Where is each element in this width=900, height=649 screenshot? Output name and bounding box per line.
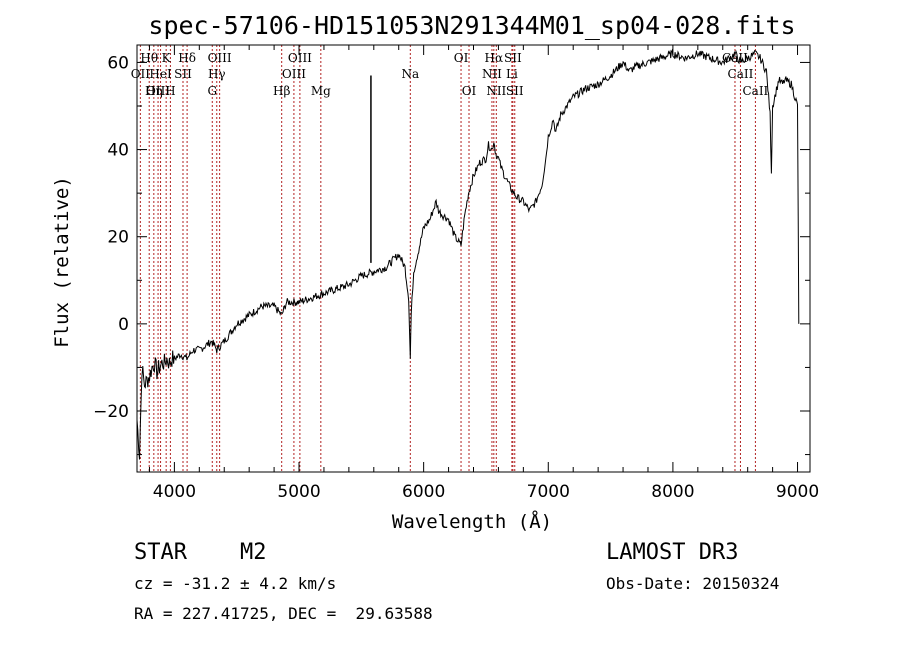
emission-line-label: OIII bbox=[208, 51, 232, 65]
observation-date: Obs-Date: 20150324 bbox=[606, 574, 780, 593]
emission-line-label: Hθ bbox=[140, 51, 158, 65]
chart-title: spec-57106-HD151053N291344M01_sp04-028.f… bbox=[148, 11, 795, 40]
emission-line-label: CaII bbox=[728, 67, 754, 81]
plot-frame bbox=[136, 44, 811, 473]
emission-line-label: OIII bbox=[282, 67, 306, 81]
emission-line-label: SII bbox=[504, 51, 522, 65]
object-class: STAR bbox=[134, 540, 187, 565]
emission-line-markers bbox=[139, 45, 756, 472]
emission-line-label: H bbox=[165, 84, 175, 98]
x-tick-label: 7000 bbox=[527, 482, 570, 502]
emission-line-label: K bbox=[162, 51, 172, 65]
emission-line-label: Na bbox=[401, 67, 419, 81]
emission-line-label: Hγ bbox=[208, 67, 226, 81]
emission-line-label: Mg bbox=[311, 84, 331, 98]
y-tick-label: 0 bbox=[118, 315, 129, 335]
x-tick-label: 8000 bbox=[651, 482, 694, 502]
survey-name: LAMOST DR3 bbox=[606, 540, 739, 565]
x-axis-ticks: 4000 5000 6000 7000 8000 9000 bbox=[148, 45, 819, 502]
emission-line-label: G bbox=[207, 84, 217, 98]
y-axis-label: Flux (relative) bbox=[51, 176, 73, 348]
spectrum-series-line bbox=[136, 48, 800, 460]
emission-line-label: SII bbox=[506, 84, 524, 98]
emission-line-label: OIII bbox=[146, 84, 170, 98]
emission-line-label: NII bbox=[482, 67, 502, 81]
x-tick-label: 5000 bbox=[277, 482, 320, 502]
object-subclass: M2 bbox=[240, 540, 267, 565]
redshift-velocity: cz = -31.2 ± 4.2 km/s bbox=[134, 574, 337, 593]
x-tick-label: 9000 bbox=[776, 482, 819, 502]
y-tick-label: −20 bbox=[93, 402, 129, 422]
y-tick-label: 60 bbox=[107, 53, 129, 73]
emission-line-label: Hβ bbox=[273, 84, 290, 98]
emission-line-label: NII bbox=[486, 84, 506, 98]
y-tick-label: 40 bbox=[107, 141, 129, 161]
emission-line-label: Hα bbox=[485, 51, 504, 65]
emission-line-label: OIII bbox=[288, 51, 312, 65]
coordinates: RA = 227.41725, DEC = 29.63588 bbox=[134, 604, 433, 623]
emission-line-label: Li bbox=[506, 67, 518, 81]
emission-line-label: HeI bbox=[149, 67, 172, 81]
emission-line-label: OII bbox=[131, 67, 151, 81]
emission-line-label: OI bbox=[462, 84, 477, 98]
y-axis-ticks: −20 0 20 40 60 bbox=[93, 53, 810, 456]
emission-line-label: Hδ bbox=[178, 51, 196, 65]
emission-line-label: SII bbox=[174, 67, 192, 81]
emission-line-label: Hη bbox=[145, 84, 163, 98]
x-tick-label: 4000 bbox=[153, 482, 196, 502]
emission-line-label: OI bbox=[454, 51, 469, 65]
x-tick-label: 6000 bbox=[402, 482, 445, 502]
emission-line-label: CaII bbox=[742, 84, 768, 98]
x-axis-label: Wavelength (Å) bbox=[392, 510, 552, 533]
y-tick-label: 20 bbox=[107, 228, 129, 248]
